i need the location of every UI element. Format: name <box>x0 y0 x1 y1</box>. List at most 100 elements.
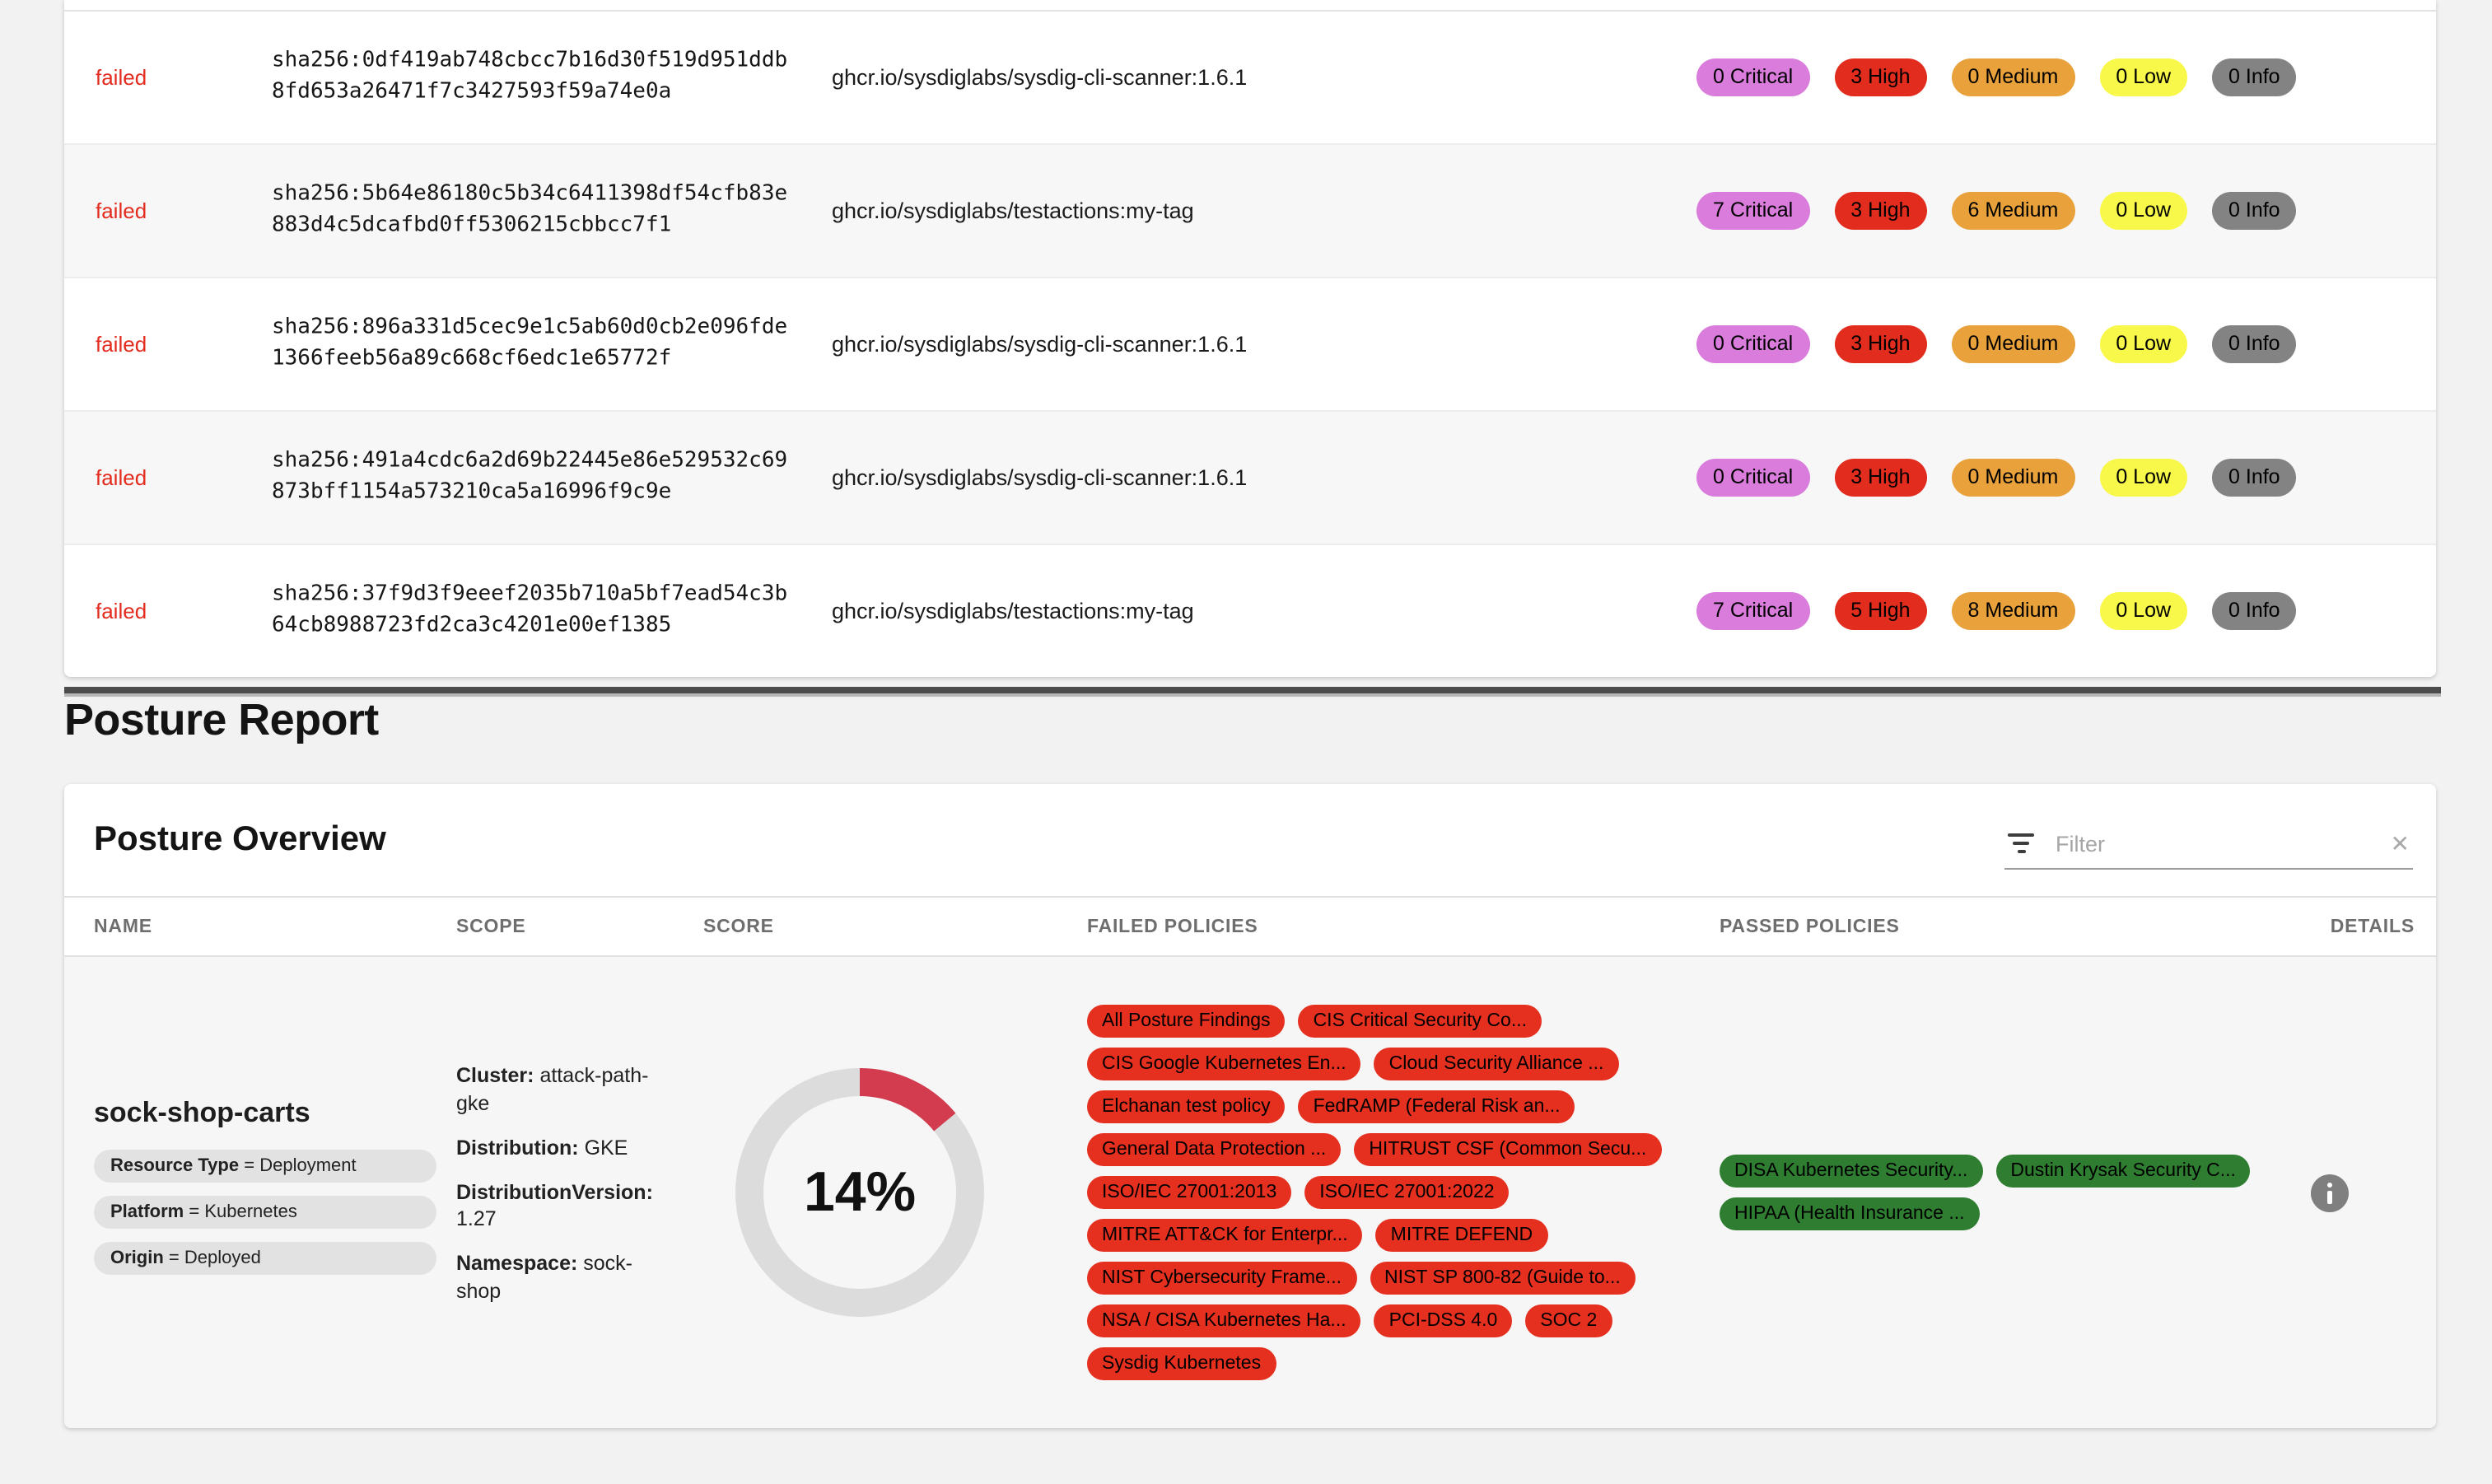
column-header-details: DETAILS <box>2330 917 2415 936</box>
severity-badge: 0 Medium <box>1951 325 2075 363</box>
severity-badge: 0 Low <box>2099 592 2188 630</box>
scan-row: failed sha256:491a4cdc6a2d69b22445e86e52… <box>64 410 2436 544</box>
posture-overview-header: Posture Overview ✕ <box>64 784 2436 896</box>
column-header-name: NAME <box>94 917 152 936</box>
image-digest: sha256:37f9d3f9eeef2035b710a5bf7ead54c3b… <box>272 581 788 637</box>
severity-badges: 0 Critical 3 High 0 Medium 0 Low 0 Info <box>1696 58 2297 96</box>
failed-policy-chip: Elchanan test policy <box>1087 1090 1286 1123</box>
severity-badge: 0 Info <box>2212 592 2297 630</box>
image-digest: sha256:491a4cdc6a2d69b22445e86e529532c69… <box>272 448 788 504</box>
failed-policy-chip: General Data Protection ... <box>1087 1133 1342 1166</box>
severity-badge: 0 Low <box>2099 325 2188 363</box>
posture-overview-panel: Posture Overview ✕ NAME SCOPE SCORE FAIL… <box>64 784 2436 1428</box>
severity-badge: 0 Info <box>2212 192 2297 230</box>
severity-badge: 3 High <box>1834 459 1927 497</box>
failed-policy-chip: ISO/IEC 27001:2022 <box>1304 1176 1510 1209</box>
severity-badge: 0 Critical <box>1696 459 1810 497</box>
scope-cell: Clusterattack-path-gke DistributionGKE D… <box>456 957 657 1428</box>
posture-report-title: Posture Report <box>64 695 379 744</box>
severity-badge: 0 Medium <box>1951 459 2075 497</box>
image-name: ghcr.io/sysdiglabs/sysdig-cli-scanner:1.… <box>832 65 1248 90</box>
column-header-score: SCORE <box>703 917 774 936</box>
severity-badges: 0 Critical 3 High 0 Medium 0 Low 0 Info <box>1696 325 2297 363</box>
scope-field: DistributionGKE <box>456 1134 657 1162</box>
failed-policy-chip: MITRE ATT&CK for Enterpr... <box>1087 1219 1363 1252</box>
filter-icon <box>2008 833 2034 853</box>
failed-policies-chips: All Posture Findings CIS Critical Securit… <box>1087 1005 1700 1380</box>
severity-badge: 0 Info <box>2212 58 2297 96</box>
score-cell: 14% <box>703 957 1016 1428</box>
failed-policy-chip: FedRAMP (Federal Risk an... <box>1298 1090 1575 1123</box>
scan-status: failed <box>96 198 147 223</box>
score-donut-chart: 14% <box>735 1067 985 1318</box>
image-digest: sha256:0df419ab748cbcc7b16d30f519d951ddb… <box>272 48 788 104</box>
score-arc <box>735 1068 984 1317</box>
failed-policy-chip: Cloud Security Alliance ... <box>1374 1048 1619 1080</box>
info-icon[interactable] <box>2310 1174 2348 1211</box>
image-name: ghcr.io/sysdiglabs/testactions:my-tag <box>832 198 1194 223</box>
failed-policy-chip: NIST SP 800-82 (Guide to... <box>1370 1262 1636 1295</box>
table-top-edge <box>64 0 2436 12</box>
resource-name: sock-shop-carts <box>94 1097 310 1128</box>
scan-status: failed <box>96 465 147 490</box>
severity-badge: 3 High <box>1834 325 1927 363</box>
scan-status: failed <box>96 599 147 623</box>
posture-overview-title: Posture Overview <box>94 820 386 858</box>
failed-policy-chip: MITRE DEFEND <box>1375 1219 1548 1252</box>
severity-badges: 0 Critical 3 High 0 Medium 0 Low 0 Info <box>1696 459 2297 497</box>
scan-results-table: failed sha256:0df419ab748cbcc7b16d30f519… <box>64 0 2436 677</box>
score-donut-svg <box>735 1068 984 1317</box>
scope-tag: Resource TypeDeployment <box>94 1150 436 1183</box>
filter-input[interactable] <box>2052 829 2391 857</box>
severity-badge: 0 Info <box>2212 325 2297 363</box>
scope-field: DistributionVersion1.27 <box>456 1178 657 1234</box>
severity-badge: 6 Medium <box>1951 192 2075 230</box>
image-name: ghcr.io/sysdiglabs/sysdig-cli-scanner:1.… <box>832 465 1248 490</box>
failed-policy-chip: NIST Cybersecurity Frame... <box>1087 1262 1356 1295</box>
passed-policy-chip: HIPAA (Health Insurance ... <box>1720 1197 1980 1230</box>
passed-policy-chip: Dustin Krysak Security C... <box>1995 1155 2251 1188</box>
failed-policy-chip: NSA / CISA Kubernetes Ha... <box>1087 1304 1361 1337</box>
severity-badge: 0 Low <box>2099 192 2188 230</box>
failed-policy-chip: PCI-DSS 4.0 <box>1374 1304 1513 1337</box>
column-header-scope: SCOPE <box>456 917 526 936</box>
scan-row: failed sha256:0df419ab748cbcc7b16d30f519… <box>64 12 2436 143</box>
severity-badge: 7 Critical <box>1696 192 1810 230</box>
details-cell <box>2271 957 2387 1428</box>
severity-badge: 5 High <box>1834 592 1927 630</box>
scope-field: Clusterattack-path-gke <box>456 1062 657 1118</box>
severity-badge: 3 High <box>1834 192 1927 230</box>
severity-badge: 0 Critical <box>1696 325 1810 363</box>
severity-badge: 0 Medium <box>1951 58 2075 96</box>
score-value: 14% <box>803 1160 917 1223</box>
scope-field: Namespacesock-shop <box>456 1251 657 1307</box>
scan-row: failed sha256:5b64e86180c5b34c6411398df5… <box>64 143 2436 277</box>
image-name: ghcr.io/sysdiglabs/testactions:my-tag <box>832 599 1194 623</box>
scan-row: failed sha256:37f9d3f9eeef2035b710a5bf7e… <box>64 544 2436 677</box>
scan-status: failed <box>96 332 147 357</box>
failed-policy-chip: HITRUST CSF (Common Secu... <box>1354 1133 1662 1166</box>
severity-badge: 7 Critical <box>1696 592 1810 630</box>
severity-badge: 0 Info <box>2212 459 2297 497</box>
posture-row: sock-shop-carts Resource TypeDeployment … <box>64 957 2436 1428</box>
failed-policy-chip: SOC 2 <box>1525 1304 1612 1337</box>
scope-tag: OriginDeployed <box>94 1242 436 1275</box>
failed-policy-chip: All Posture Findings <box>1087 1005 1286 1038</box>
severity-badges: 7 Critical 5 High 8 Medium 0 Low 0 Info <box>1696 592 2297 630</box>
severity-badge: 0 Critical <box>1696 58 1810 96</box>
image-digest: sha256:5b64e86180c5b34c6411398df54cfb83e… <box>272 181 788 237</box>
resource-name-cell: sock-shop-carts Resource TypeDeployment … <box>94 957 436 1428</box>
severity-badge: 0 Low <box>2099 58 2188 96</box>
scan-status: failed <box>96 65 147 90</box>
scan-row: failed sha256:896a331d5cec9e1c5ab60d0cb2… <box>64 277 2436 410</box>
failed-policy-chip: CIS Google Kubernetes En... <box>1087 1048 1361 1080</box>
failed-policies-cell: All Posture Findings CIS Critical Securit… <box>1087 957 1700 1428</box>
severity-badge: 3 High <box>1834 58 1927 96</box>
passed-policy-chip: DISA Kubernetes Security... <box>1720 1155 1983 1188</box>
section-divider <box>64 687 2441 697</box>
clear-filter-icon[interactable]: ✕ <box>2390 830 2410 856</box>
column-header-passed-policies: PASSED POLICIES <box>1720 917 1900 936</box>
severity-badge: 8 Medium <box>1951 592 2075 630</box>
failed-policy-chip: Sysdig Kubernetes <box>1087 1347 1276 1380</box>
